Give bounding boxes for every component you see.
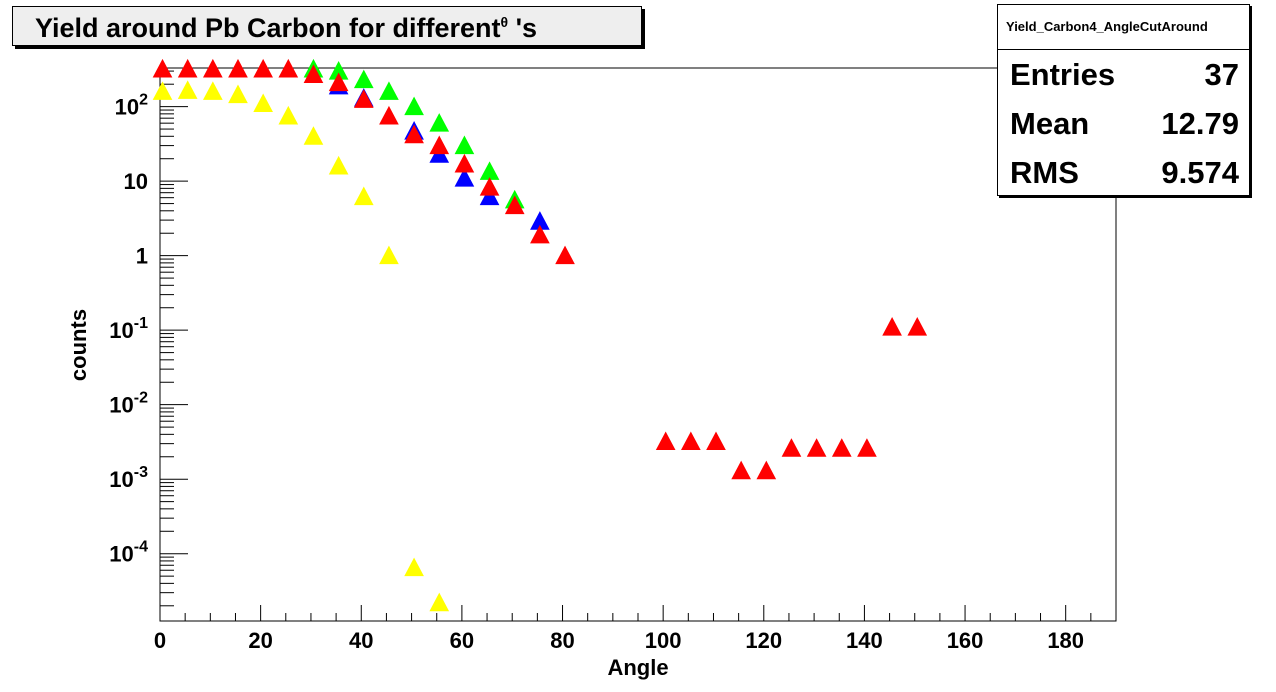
series-1-marker (454, 135, 475, 155)
x-tick-label: 40 (349, 628, 373, 653)
series-3-marker (731, 460, 751, 480)
x-tick-label: 60 (450, 628, 474, 653)
chart-title: Yield around Pb Carbon for differentθ 's (35, 13, 538, 43)
series-3-marker (278, 58, 299, 78)
x-axis-label: Angle (607, 655, 668, 680)
series-3-marker (177, 58, 198, 78)
series-2-marker (479, 186, 500, 206)
series-3-marker (655, 431, 676, 451)
series-3-marker (253, 58, 273, 78)
series-0-marker (353, 186, 374, 206)
y-tick-label: 102 (115, 92, 148, 120)
x-tick-label: 120 (745, 628, 782, 653)
series-3-marker (303, 64, 324, 83)
series-3-marker (479, 177, 500, 196)
series-3-marker (756, 460, 777, 480)
series-0-marker (177, 80, 198, 99)
x-tick-label: 0 (154, 628, 166, 653)
series-0-marker (429, 592, 450, 612)
x-tick-label: 180 (1047, 628, 1084, 653)
series-1-marker (379, 81, 399, 100)
data-markers (152, 58, 928, 612)
series-3-marker (203, 58, 223, 78)
series-3-marker (907, 317, 928, 336)
x-tick-label: 20 (248, 628, 272, 653)
y-tick-label: 10 (124, 169, 148, 194)
series-3-marker (831, 438, 852, 457)
series-3-marker (429, 135, 450, 155)
series-3-marker (781, 438, 802, 457)
series-2-marker (454, 167, 475, 187)
series-0-marker (278, 105, 299, 125)
series-0-marker (203, 81, 223, 100)
series-3-marker (328, 72, 349, 92)
stats-row-rms: RMS 9.574 (1010, 154, 1239, 190)
y-tick-label: 10-4 (109, 539, 148, 567)
theta-symbol: θ (500, 14, 509, 30)
series-3-marker (152, 58, 173, 78)
y-tick-label: 10-2 (109, 390, 148, 418)
series-3-marker (882, 317, 902, 336)
series-3-marker (706, 431, 726, 451)
stats-row-entries: Entries 37 (1010, 56, 1239, 92)
series-1-marker (479, 161, 500, 180)
x-tick-label: 100 (645, 628, 682, 653)
stats-histogram-name: Yield_Carbon4_AngleCutAround (998, 5, 1249, 50)
stats-row-mean: Mean 12.79 (1010, 105, 1239, 141)
series-0-marker (404, 557, 424, 577)
series-1-marker (404, 96, 424, 116)
stats-box: Yield_Carbon4_AngleCutAround Entries 37 M… (997, 4, 1250, 196)
series-3-marker (454, 153, 475, 173)
series-3-marker (806, 438, 827, 457)
x-tick-label: 80 (550, 628, 574, 653)
x-tick-label: 140 (846, 628, 883, 653)
series-3-marker (857, 438, 877, 457)
y-tick-label: 1 (136, 244, 148, 269)
series-3-marker (681, 431, 701, 451)
series-1-marker (429, 113, 450, 132)
series-0-marker (328, 155, 349, 175)
series-0-marker (152, 81, 173, 100)
series-0-marker (303, 126, 324, 145)
series-0-marker (228, 84, 248, 104)
series-3-marker (555, 245, 575, 265)
series-3-marker (530, 224, 550, 244)
series-1-marker (353, 69, 374, 89)
axes: 0 20 40 60 80 100 120 140 160 180 10-4 10-3 10-2 10-1… (109, 70, 1117, 653)
series-3-marker (504, 195, 525, 215)
y-tick-label: 10-1 (109, 315, 148, 343)
series-3-marker (228, 58, 248, 78)
plot-frame (159, 67, 1117, 622)
y-axis-label: counts (66, 309, 91, 381)
series-3-marker (353, 89, 374, 108)
series-0-marker (253, 93, 273, 113)
chart-title-box: Yield around Pb Carbon for differentθ 's (12, 6, 642, 46)
series-3-marker (404, 124, 424, 144)
x-tick-label: 160 (947, 628, 984, 653)
series-0-marker (379, 245, 399, 265)
y-tick-label: 10-3 (109, 464, 148, 492)
series-3-marker (379, 105, 399, 125)
